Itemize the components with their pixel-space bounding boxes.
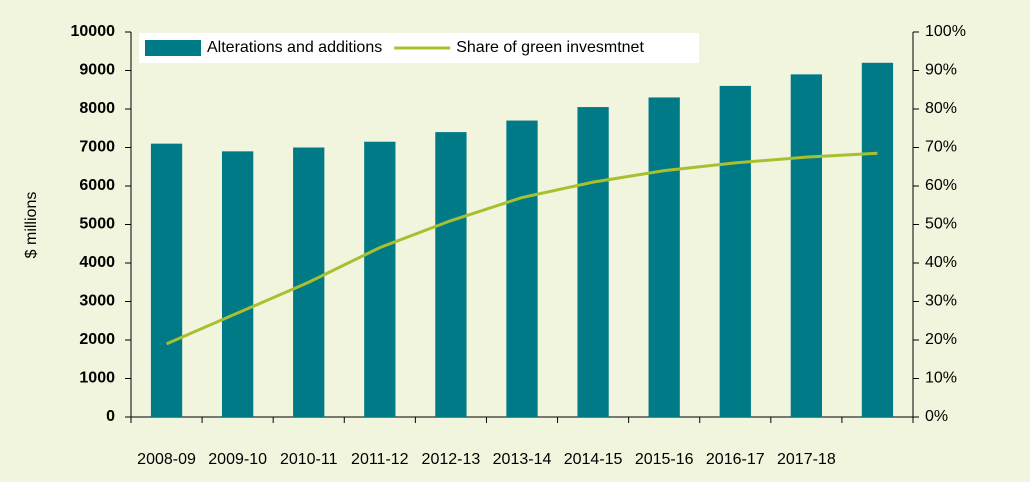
bar (577, 107, 609, 417)
bar (435, 132, 467, 417)
bar (861, 62, 894, 418)
y2-tick-label: 0% (925, 408, 948, 425)
y2-tick-label: 100% (925, 23, 966, 40)
y-tick-label: 2000 (79, 331, 115, 348)
y2-tick-label: 20% (925, 331, 957, 348)
y-tick-label: 7000 (79, 139, 115, 156)
y-tick-label: 9000 (79, 62, 115, 79)
line (165, 151, 878, 346)
x-tick-label: 2012-13 (422, 451, 481, 468)
legend-swatch (145, 40, 201, 56)
bar (150, 143, 183, 417)
x-tick-label: 2013-14 (493, 451, 552, 468)
y-tick-label: 0 (106, 408, 115, 425)
x-tick-label: 2008-09 (137, 451, 196, 468)
y-tick-label: 3000 (79, 293, 115, 310)
y2-tick-label: 80% (925, 100, 957, 117)
y-axis-label: $ millions (23, 192, 40, 259)
y2-tick-label: 50% (925, 216, 957, 233)
y2-tick-label: 10% (925, 370, 957, 387)
bar (719, 85, 751, 418)
bar (221, 151, 254, 417)
bar (790, 74, 823, 417)
legend-label: Alterations and additions (207, 39, 382, 56)
x-tick-label: 2011-12 (351, 451, 409, 468)
legend-label: Share of green invesmtnet (456, 39, 644, 56)
y-tick-label: 10000 (71, 23, 116, 40)
x-tick-label: 2015-16 (635, 451, 694, 468)
x-tick-label: 2009-10 (208, 451, 267, 468)
bar (506, 120, 538, 418)
bar (648, 97, 680, 417)
y2-tick-label: 70% (925, 139, 957, 156)
y2-tick-label: 40% (925, 254, 957, 271)
x-tick-label: 2017-18 (777, 451, 836, 468)
x-tick-label: 2010-11 (280, 451, 338, 468)
x-tick-label: 2014-15 (564, 451, 623, 468)
y-tick-label: 8000 (79, 100, 115, 117)
y-tick-label: 4000 (79, 254, 115, 271)
y-tick-label: 6000 (79, 177, 115, 194)
bar (364, 141, 396, 417)
y-tick-label: 5000 (79, 216, 115, 233)
y2-tick-label: 90% (925, 62, 957, 79)
y2-tick-label: 30% (925, 293, 957, 310)
x-tick-label: 2016-17 (706, 451, 765, 468)
y-tick-label: 1000 (79, 370, 115, 387)
y2-tick-label: 60% (925, 177, 957, 194)
